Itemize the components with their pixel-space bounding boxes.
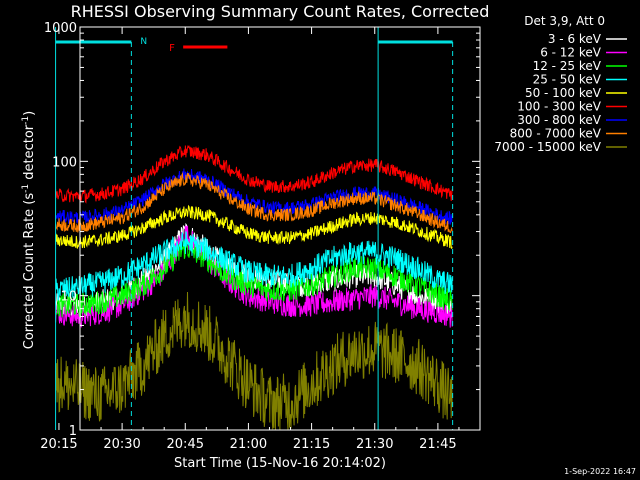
legend-label: 7000 - 15000 keV — [494, 140, 601, 154]
y-axis-label-sup: -1 — [21, 184, 31, 193]
y-axis-label-sup: -1 — [21, 116, 31, 125]
series-line — [55, 231, 453, 301]
x-tick-label: 21:45 — [419, 437, 456, 452]
plot-frame — [79, 26, 481, 431]
night-label: N — [140, 37, 147, 47]
x-tick-label: 21:00 — [230, 437, 267, 452]
y-tick-label: 10 — [60, 290, 77, 305]
x-tick-label: 20:30 — [103, 437, 140, 452]
series-line — [55, 238, 453, 317]
y-axis-label-part: Corrected Count Rate (s — [22, 193, 37, 350]
y-axis-label-part: detector — [22, 124, 37, 184]
series-line — [55, 204, 453, 250]
annotation-layer: NF — [55, 27, 454, 430]
legend-label: 300 - 800 keV — [517, 113, 601, 127]
axis-layer: 20:15 20:30 20:45 21:00 21:15 21:30 21:45 1 10 10… — [40, 21, 481, 452]
y-axis-label-part: ) — [22, 111, 37, 116]
x-tick-label: 21:15 — [293, 437, 330, 452]
legend-label: 100 - 300 keV — [517, 100, 601, 114]
flare-label: F — [169, 43, 175, 54]
series-line — [55, 291, 453, 431]
footer-timestamp: 1-Sep-2022 16:47 — [564, 467, 636, 476]
x-tick-label: 20:15 — [40, 437, 77, 452]
chart-title: RHESSI Observing Summary Count Rates, Co… — [71, 2, 490, 21]
y-tick-label: 100 — [52, 155, 77, 170]
series-line — [55, 168, 453, 225]
series-line — [55, 171, 453, 234]
y-tick-label: 1000 — [44, 21, 77, 36]
x-axis-label: Start Time (15-Nov-16 20:14:02) — [174, 456, 386, 471]
legend-title: Det 3,9, Att 0 — [524, 14, 605, 28]
series-line — [55, 225, 453, 328]
series-line — [55, 144, 453, 204]
series-layer — [55, 144, 453, 431]
legend-label: 3 - 6 keV — [548, 32, 602, 46]
legend-label: 12 - 25 keV — [533, 59, 602, 73]
x-tick-label: 20:45 — [167, 437, 204, 452]
x-tick-label: 21:30 — [356, 437, 393, 452]
legend-label: 50 - 100 keV — [525, 86, 602, 100]
y-axis-label: Corrected Count Rate (s-1 detector-1) — [21, 111, 37, 349]
y-tick-label: 1 — [69, 424, 77, 439]
legend-label: 800 - 7000 keV — [510, 127, 602, 141]
legend-label: 25 - 50 keV — [533, 73, 602, 87]
legend-label: 6 - 12 keV — [540, 46, 602, 60]
